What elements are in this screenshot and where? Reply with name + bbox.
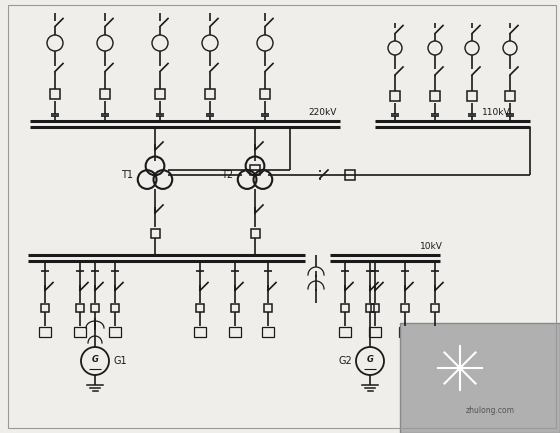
Text: G: G xyxy=(92,355,99,365)
Bar xyxy=(505,91,515,101)
Bar xyxy=(339,327,351,337)
Bar xyxy=(196,304,204,312)
Text: 220kV: 220kV xyxy=(308,108,337,117)
Bar xyxy=(100,89,110,99)
Text: zhulong.com: zhulong.com xyxy=(465,406,515,415)
Bar xyxy=(345,170,355,180)
Bar xyxy=(430,91,440,101)
Bar xyxy=(260,89,270,99)
Text: G1: G1 xyxy=(113,356,127,366)
Text: 110kV: 110kV xyxy=(482,108,511,117)
Bar xyxy=(250,229,259,237)
Bar xyxy=(229,327,241,337)
Bar xyxy=(91,304,99,312)
Bar xyxy=(231,304,239,312)
Bar xyxy=(76,304,84,312)
Bar xyxy=(399,327,411,337)
Bar xyxy=(401,304,409,312)
Text: G: G xyxy=(367,355,374,365)
Bar xyxy=(431,304,439,312)
Text: 10kV: 10kV xyxy=(420,242,443,251)
Bar xyxy=(74,327,86,337)
Bar xyxy=(250,165,260,175)
Bar xyxy=(41,304,49,312)
Bar xyxy=(369,327,381,337)
Bar xyxy=(429,327,441,337)
Text: T1: T1 xyxy=(121,170,133,180)
Bar xyxy=(264,304,272,312)
Bar xyxy=(111,304,119,312)
Bar xyxy=(341,304,349,312)
Bar xyxy=(371,304,379,312)
Text: G2: G2 xyxy=(338,356,352,366)
Bar xyxy=(194,327,206,337)
Bar xyxy=(390,91,400,101)
Bar xyxy=(155,89,165,99)
Bar xyxy=(151,229,160,237)
Text: T2: T2 xyxy=(221,170,233,180)
Bar xyxy=(467,91,477,101)
Bar xyxy=(366,304,374,312)
Bar xyxy=(39,327,51,337)
Bar xyxy=(50,89,60,99)
Bar xyxy=(262,327,274,337)
Bar xyxy=(400,323,560,433)
Bar xyxy=(205,89,215,99)
Bar xyxy=(109,327,121,337)
